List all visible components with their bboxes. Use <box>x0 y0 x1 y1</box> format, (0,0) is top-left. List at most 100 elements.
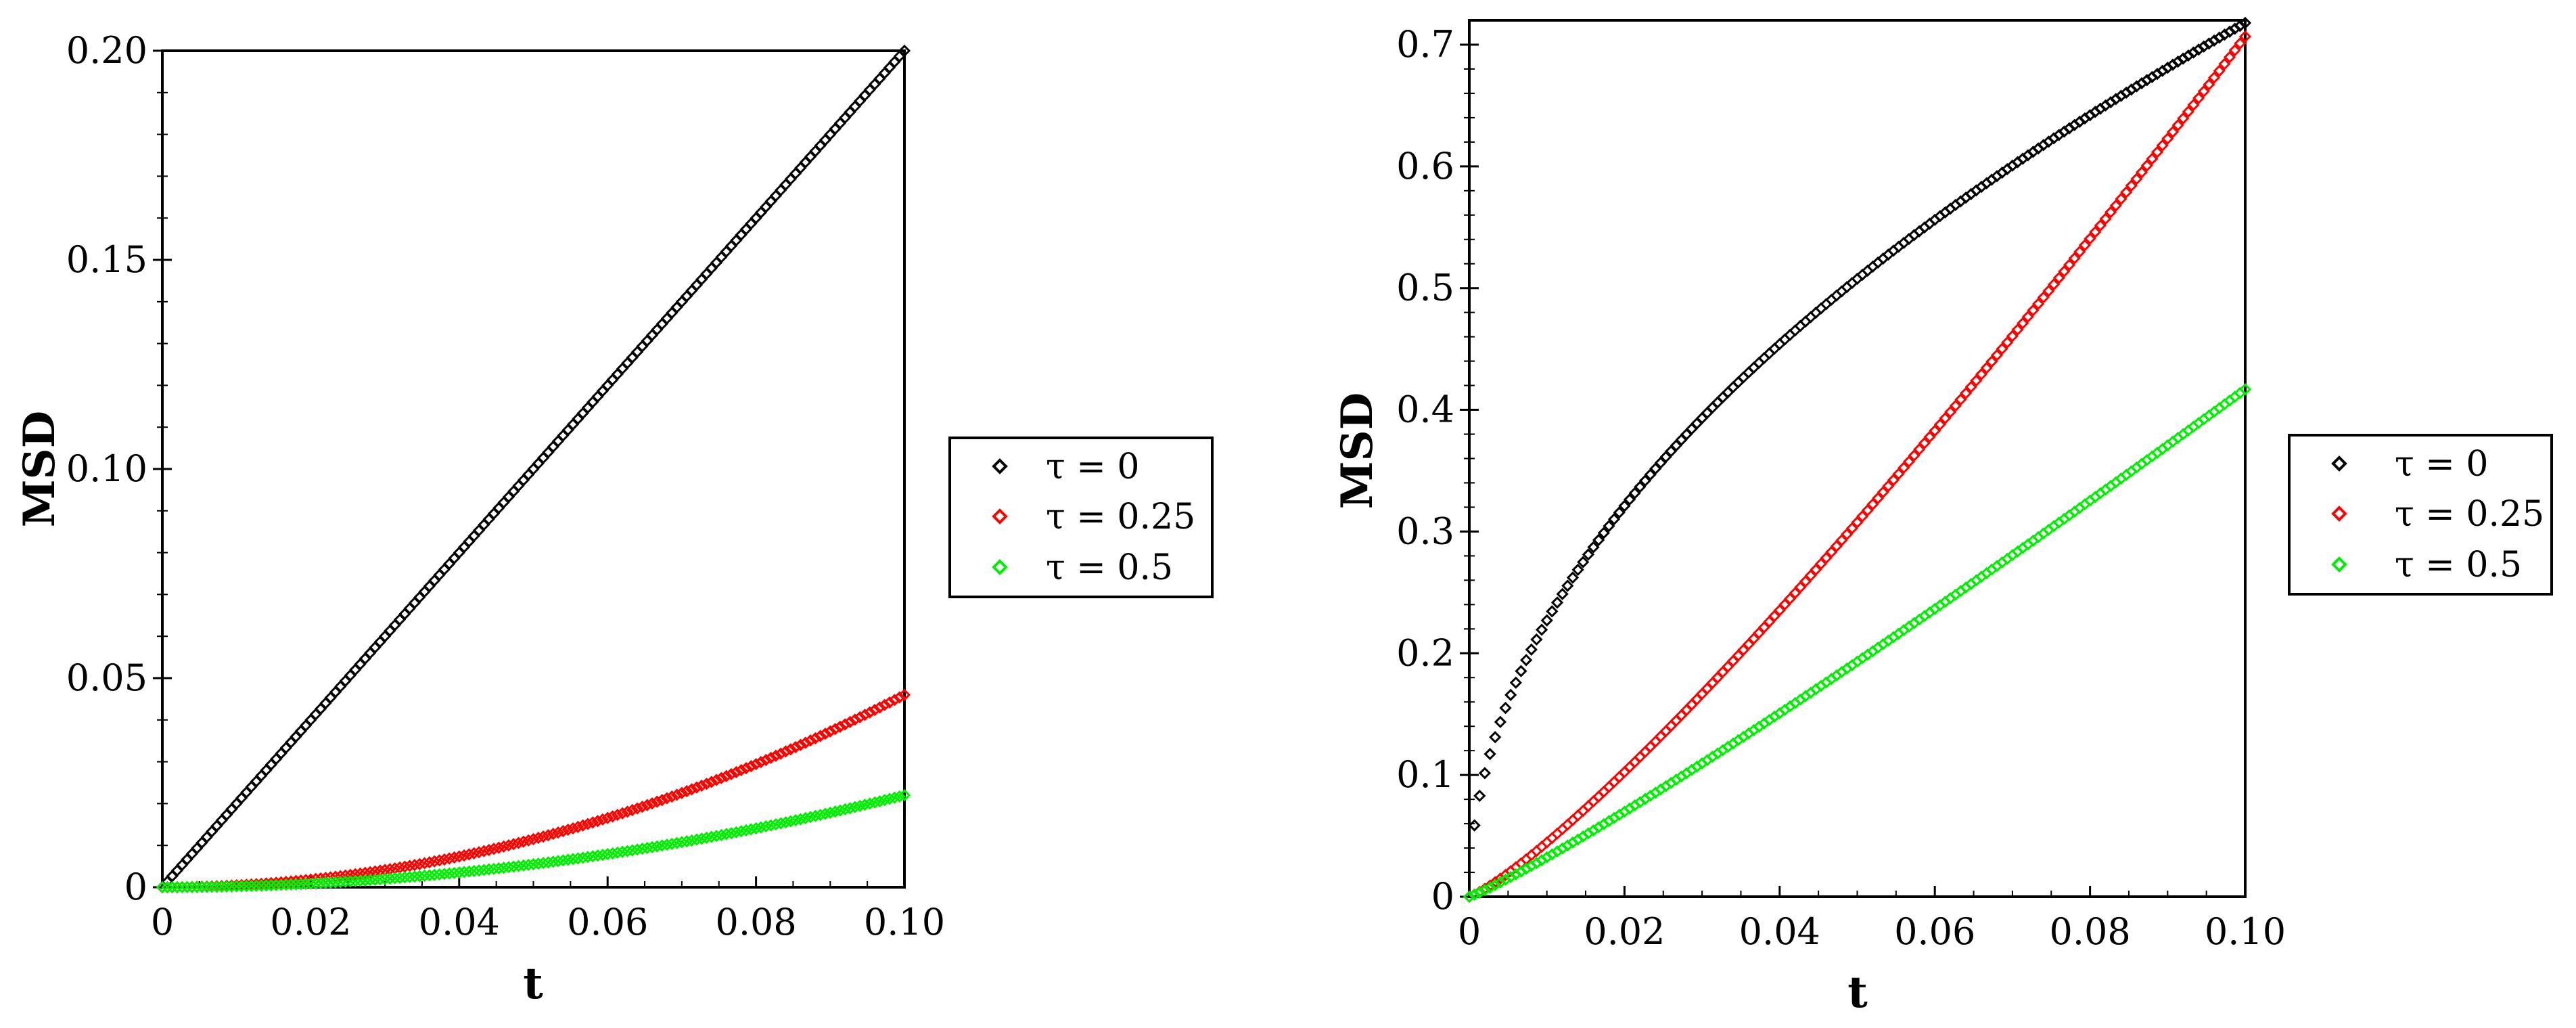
data-point <box>403 870 416 884</box>
data-point <box>645 797 659 810</box>
data-point <box>1478 884 1492 897</box>
data-point <box>517 859 530 872</box>
data-point <box>398 871 411 884</box>
legend-label: τ = 0.5 <box>2395 545 2522 585</box>
data-point <box>1597 527 1610 539</box>
data-point <box>1778 333 1791 346</box>
data-point <box>1607 513 1621 526</box>
data-point <box>695 779 708 792</box>
data-point <box>532 857 545 870</box>
data-point <box>1546 832 1559 845</box>
data-point <box>1561 579 1574 592</box>
data-point <box>730 826 743 839</box>
data-point <box>1473 886 1486 899</box>
data-point <box>576 851 589 864</box>
data-point <box>745 759 758 773</box>
legend-label: τ = 0.25 <box>1046 497 1195 537</box>
y-tick-label: 0.4 <box>1396 388 1454 431</box>
data-point <box>487 843 501 855</box>
y-tick-label: 0 <box>1431 875 1454 918</box>
data-point <box>695 832 708 845</box>
data-point <box>1644 468 1657 481</box>
data-point <box>596 813 610 826</box>
data-point <box>735 763 748 777</box>
data-point <box>809 732 822 744</box>
data-point <box>2192 91 2205 105</box>
data-point <box>547 855 559 868</box>
data-point <box>2073 245 2086 259</box>
x-tick-label: 0.10 <box>2205 910 2286 953</box>
data-point <box>1556 587 1569 600</box>
data-point <box>319 876 332 889</box>
data-point <box>225 880 238 893</box>
data-point <box>290 874 302 887</box>
data-point <box>1856 510 1869 523</box>
data-point <box>1577 556 1590 568</box>
data-point <box>829 723 842 736</box>
data-point <box>854 799 867 812</box>
data-point <box>1566 571 1580 584</box>
data-point <box>868 796 881 809</box>
data-point <box>1561 818 1574 831</box>
data-point <box>393 871 407 885</box>
data-point <box>1990 349 2004 361</box>
data-point <box>1499 701 1512 715</box>
data-point <box>616 845 629 858</box>
y-tick-label: 0.10 <box>66 447 147 490</box>
data-point <box>804 811 817 824</box>
data-point <box>705 776 718 788</box>
data-point <box>2146 152 2159 165</box>
data-point <box>641 841 653 855</box>
data-point <box>264 878 278 892</box>
data-point <box>532 831 545 845</box>
data-point <box>621 845 634 857</box>
data-point <box>250 879 263 892</box>
data-point <box>2001 336 2014 349</box>
data-point <box>478 864 490 876</box>
data-point <box>666 837 678 851</box>
data-point <box>1550 596 1564 609</box>
legend-item: τ = 0.5 <box>992 547 1173 588</box>
data-point <box>789 813 802 827</box>
data-point <box>467 864 480 878</box>
data-point <box>1902 455 1916 468</box>
data-point <box>2238 16 2252 30</box>
data-point <box>1519 654 1533 667</box>
data-point <box>408 870 421 883</box>
data-point <box>720 769 733 782</box>
data-point <box>1582 799 1594 813</box>
y-axis-label: MSD <box>1332 393 1383 510</box>
data-point <box>1871 492 1885 505</box>
data-point <box>670 836 683 849</box>
msd-chart-2: 0 0.02 0.04 0.06 0.08 0.10 0 0.1 0.2 0.3 0.4 0.5 0.6… <box>1332 16 2553 1018</box>
data-point <box>1851 516 1864 529</box>
plot-frame <box>1468 19 2247 898</box>
data-point <box>1504 870 1517 884</box>
data-point <box>1515 665 1527 677</box>
data-point <box>735 825 748 838</box>
data-point <box>2223 51 2236 64</box>
data-point <box>1546 605 1559 618</box>
data-point <box>2156 139 2169 152</box>
data-point <box>497 862 510 874</box>
x-tick-label: 0.10 <box>864 901 945 943</box>
data-point <box>819 807 832 820</box>
y-tick-label: 0 <box>124 866 147 908</box>
data-point <box>1789 587 1801 600</box>
data-point <box>2166 125 2180 139</box>
data-point <box>1783 592 1797 605</box>
data-point <box>359 866 371 879</box>
data-point <box>378 872 392 885</box>
data-point <box>2218 58 2231 70</box>
data-point <box>829 805 842 818</box>
x-tick-label: 0.08 <box>715 901 796 943</box>
y-tick-label: 0.05 <box>66 656 147 699</box>
data-point <box>517 835 530 848</box>
data-point <box>675 786 689 799</box>
data-point <box>1484 881 1496 894</box>
data-point <box>769 818 782 831</box>
data-point <box>651 795 664 808</box>
data-point <box>601 811 614 824</box>
data-point <box>324 876 337 889</box>
